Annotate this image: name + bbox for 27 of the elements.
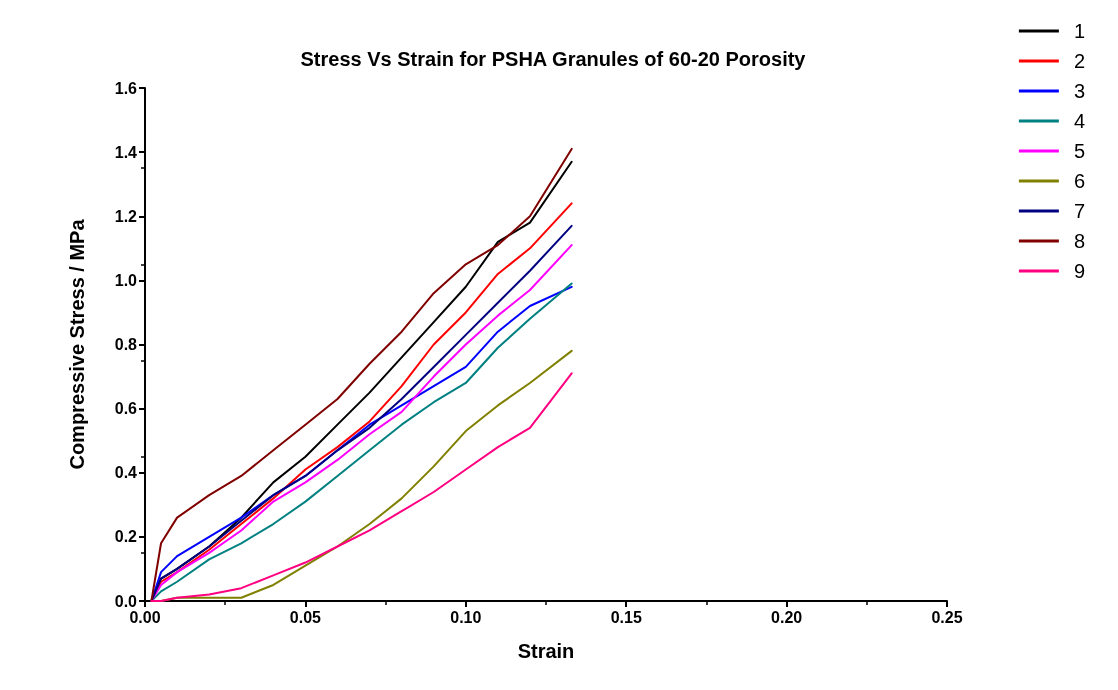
y-tick-label: 0.6 <box>114 400 138 418</box>
legend-label: 2 <box>1073 50 1085 72</box>
legend-label: 1 <box>1073 20 1085 42</box>
x-tick-label: 0.20 <box>771 608 803 626</box>
chart-title: Stress Vs Strain for PSHA Granules of 60-20 Porosity <box>300 48 807 70</box>
legend-label: 7 <box>1073 200 1085 222</box>
legend-label: 3 <box>1073 80 1085 102</box>
legend-label: 8 <box>1073 230 1085 252</box>
y-tick-label: 0.4 <box>114 464 138 482</box>
legend-label: 9 <box>1073 260 1085 282</box>
legend-label: 5 <box>1073 140 1085 162</box>
x-tick-label: 0.15 <box>610 608 642 626</box>
legend-label: 6 <box>1073 170 1085 192</box>
x-tick-label: 0.10 <box>450 608 482 626</box>
y-tick-label: 1.6 <box>114 79 138 97</box>
x-tick-label: 0.00 <box>129 608 161 626</box>
x-tick-label: 0.05 <box>289 608 322 626</box>
y-tick-label: 1.2 <box>114 207 138 225</box>
legend-label: 4 <box>1073 110 1085 132</box>
y-tick-label: 1.0 <box>114 271 138 289</box>
x-axis-title: Strain <box>517 640 575 662</box>
y-tick-label: 0.0 <box>114 592 138 610</box>
x-tick-label: 0.25 <box>931 608 963 626</box>
y-tick-label: 0.2 <box>114 528 138 546</box>
y-tick-label: 0.8 <box>114 336 138 353</box>
y-tick-label: 1.4 <box>114 143 138 161</box>
y-axis-title: Compressive Stress / MPa <box>66 218 88 470</box>
